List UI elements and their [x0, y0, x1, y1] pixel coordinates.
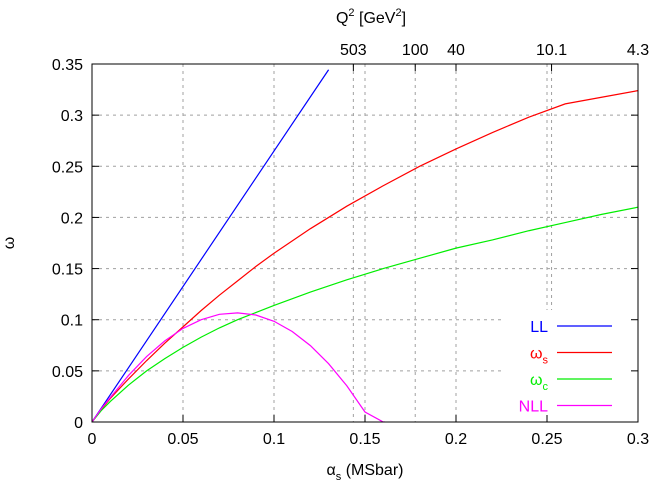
top-tick-label: 10.1: [536, 42, 567, 59]
top-tick-label: 40: [447, 42, 465, 59]
x-tick-label: 0.3: [627, 431, 649, 448]
top-tick-label: 4.3: [627, 42, 649, 59]
x-tick-label: 0.15: [349, 431, 380, 448]
y-tick-label: 0.15: [52, 262, 83, 279]
legend: LL ωs ωc NLL: [519, 319, 612, 416]
y-axis-title: ω: [1, 237, 18, 250]
y-tick-label: 0.05: [52, 364, 83, 381]
x-tick-label: 0.25: [531, 431, 562, 448]
y-tick-label: 0.1: [61, 313, 83, 330]
x-tick-label: 0: [88, 431, 97, 448]
series-lines: [92, 69, 638, 422]
legend-label: LL: [530, 319, 548, 336]
y-tick-label: 0: [74, 415, 83, 432]
top-tick-label: 503: [340, 42, 367, 59]
y-tick-label: 0.2: [61, 210, 83, 227]
y-tick-label: 0.35: [52, 57, 83, 74]
y-tick-label: 0.25: [52, 159, 83, 176]
top-axis-title: Q2 [GeV2]: [336, 7, 406, 27]
series-line-nll: [92, 312, 386, 422]
x-axis-title: αs (MSbar): [327, 462, 404, 483]
plot-frame: [91, 63, 639, 423]
legend-label: ωc: [530, 372, 549, 393]
x-tick-label: 0.1: [263, 431, 285, 448]
x-tick-label: 0.2: [445, 431, 467, 448]
axis-ticks: [91, 63, 639, 423]
tick-labels: 0 0.05 0.1 0.15 0.2 0.25 0.3 0 0.05 0.1 0.15 0.2 0.2…: [52, 42, 649, 448]
series-line-ω-c: [92, 206, 638, 422]
series-line-ω-s: [92, 89, 638, 422]
series-line-ll: [92, 69, 330, 422]
legend-label: NLL: [519, 399, 548, 416]
x-tick-label: 0.05: [167, 431, 198, 448]
top-tick-label: 100: [402, 42, 429, 59]
y-tick-label: 0.3: [61, 108, 83, 125]
grid: [92, 64, 638, 422]
legend-label: ωs: [530, 346, 549, 367]
